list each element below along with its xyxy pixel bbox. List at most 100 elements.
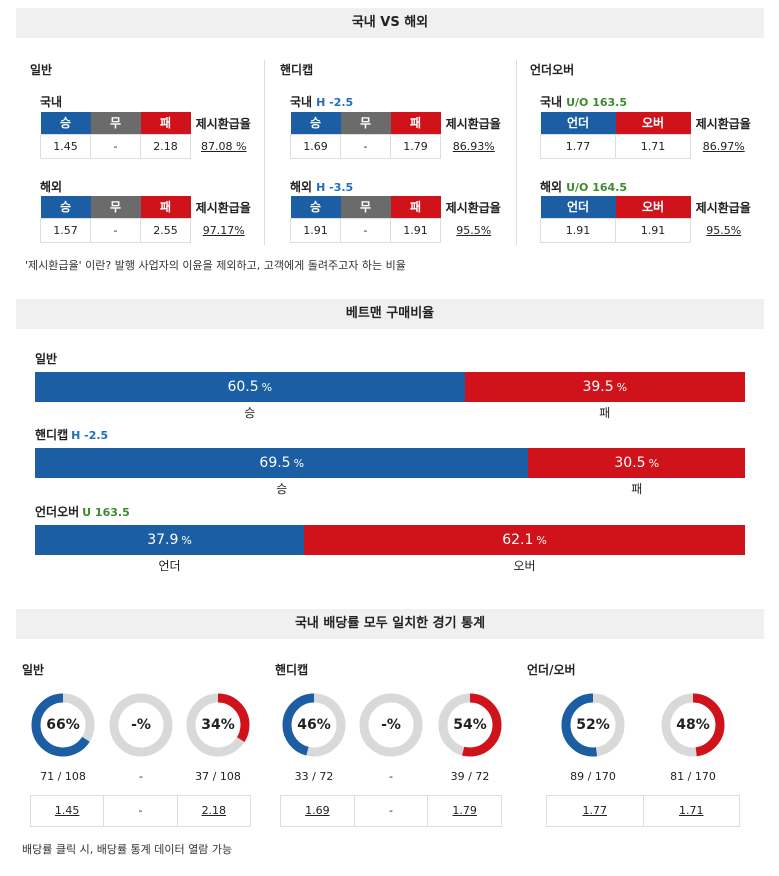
row-label-text: 해외: [40, 180, 63, 194]
odds-header: 무: [340, 196, 391, 218]
odds-value: 1.79: [390, 133, 441, 159]
odds-value: 1.91: [540, 217, 616, 243]
donut-track: [359, 693, 423, 757]
donut-arc: [661, 693, 725, 757]
odds-header: 오버: [615, 196, 691, 218]
row-label: 국내 H -2.5: [290, 93, 353, 110]
odds-stat-link[interactable]: 1.71: [679, 804, 704, 817]
bar-label: 언더오버 U 163.5: [35, 503, 130, 520]
ratio-bar-left: 69.5%: [35, 448, 529, 478]
odds-stat-link[interactable]: 2.18: [201, 804, 227, 817]
odds-header: 패: [140, 196, 191, 218]
divider: [516, 60, 517, 245]
odds-value: 1.77: [540, 133, 616, 159]
stats-group-title: 언더/오버: [527, 663, 576, 677]
donut-count: 89 / 170: [570, 770, 616, 783]
odds-stat-link[interactable]: 1.79: [452, 804, 477, 817]
odds-header: 패: [390, 196, 441, 218]
odds-table: 언더 오버 제시환급율 1.91 1.91 95.5%: [540, 196, 753, 243]
bar-label-text: 일반: [35, 352, 58, 366]
stats-note: 배당률 클릭 시, 배당률 통계 데이터 열람 가능: [22, 843, 233, 856]
donut-arc: [282, 693, 346, 757]
handicap-value: U/O 163.5: [566, 96, 628, 109]
odds-stat-box: 1.77 1.71: [546, 795, 740, 827]
donut-count: 81 / 170: [670, 770, 716, 783]
return-rate-header: 제시환급율: [690, 112, 753, 134]
section-header-matched-stats: 국내 배당률 모두 일치한 경기 통계: [16, 609, 764, 639]
donut-count: 39 / 72: [450, 770, 490, 783]
odds-stat-empty: -: [104, 796, 178, 826]
odds-header: 무: [90, 112, 141, 134]
return-rate-header: 제시환급율: [190, 196, 253, 218]
ratio-left-value: 37.9: [147, 532, 179, 548]
ratio-left-name: 승: [244, 406, 256, 420]
row-label-text: 국내: [290, 95, 313, 109]
return-rate-header: 제시환급율: [190, 112, 253, 134]
row-label: 국내 U/O 163.5: [540, 93, 627, 110]
donut-chart: [561, 693, 625, 757]
odds-value: 1.71: [615, 133, 691, 159]
donut-count: 71 / 108: [40, 770, 86, 783]
handicap-value: U/O 164.5: [566, 181, 628, 194]
row-label-text: 국내: [540, 95, 563, 109]
stats-group-title: 핸디캡: [275, 663, 309, 677]
ratio-right-value: 62.1: [502, 532, 534, 548]
odds-header: 승: [40, 112, 91, 134]
odds-stat-empty: -: [355, 796, 429, 826]
ratio-left-name: 언더: [158, 559, 181, 573]
donut-count: 33 / 72: [294, 770, 334, 783]
donut-chart: [359, 693, 423, 757]
odds-table: 승 무 패 제시환급율 1.45-2.18 87.08 %: [40, 112, 253, 159]
odds-stat-link[interactable]: 1.45: [31, 796, 105, 826]
odds-stat-link[interactable]: 1.77: [547, 796, 644, 826]
odds-stat-box: 1.45- 2.18: [30, 795, 251, 827]
odds-header: 승: [40, 196, 91, 218]
donut-percent: 46%: [297, 717, 331, 733]
ratio-right-name: 패: [631, 482, 643, 496]
ratio-bar: 60.5% 39.5%: [35, 372, 745, 402]
odds-header: 언더: [540, 196, 616, 218]
odds-header: 승: [290, 112, 341, 134]
section-header-betman-ratio: 베트맨 구매비율: [16, 299, 764, 329]
odds-header: 무: [340, 112, 391, 134]
odds-value: -: [90, 133, 141, 159]
donut-chart: [282, 693, 346, 757]
odds-header: 패: [390, 112, 441, 134]
odds-header: 패: [140, 112, 191, 134]
donut-count: -: [389, 770, 393, 783]
donut-chart: [438, 693, 502, 757]
odds-value: 1.69: [290, 133, 341, 159]
return-rate-value: 97.17%: [202, 223, 245, 237]
ratio-left-value: 69.5: [259, 455, 291, 471]
donut-count: -: [139, 770, 143, 783]
donut-percent: 66%: [46, 717, 80, 733]
donut-percent: 48%: [676, 717, 710, 733]
stats-group-title: 일반: [22, 663, 45, 677]
odds-table: 승 무 패 제시환급율 1.57-2.55 97.17%: [40, 196, 253, 243]
row-label: 해외 U/O 164.5: [540, 178, 627, 195]
ratio-bar-right: 39.5%: [464, 372, 745, 402]
odds-table: 언더 오버 제시환급율 1.77 1.71 86.97%: [540, 112, 753, 159]
ratio-bar-left: 60.5%: [35, 372, 465, 402]
return-rate-value: 87.08 %: [201, 139, 247, 153]
row-label-text: 해외: [290, 180, 313, 194]
odds-stat-link[interactable]: 1.69: [281, 796, 355, 826]
bar-label-text: 언더오버: [35, 505, 80, 519]
pct-sign: %: [536, 534, 547, 547]
return-rate-value: 86.97%: [702, 139, 745, 153]
donut-percent: 52%: [576, 717, 610, 733]
odds-header: 무: [90, 196, 141, 218]
ratio-left-value: 60.5: [227, 379, 259, 395]
odds-value: -: [340, 217, 391, 243]
ratio-right-name: 오버: [513, 559, 536, 573]
pct-sign: %: [181, 534, 192, 547]
row-label: 해외: [40, 178, 62, 195]
return-rate-header: 제시환급율: [440, 112, 503, 134]
ratio-right-value: 30.5: [614, 455, 646, 471]
donut-chart: [31, 693, 95, 757]
ratio-bar-right: 30.5%: [528, 448, 745, 478]
pct-sign: %: [261, 381, 273, 394]
return-rate-header: 제시환급율: [440, 196, 503, 218]
donut-percent: -%: [131, 717, 151, 733]
donut-percent: -%: [381, 717, 401, 733]
